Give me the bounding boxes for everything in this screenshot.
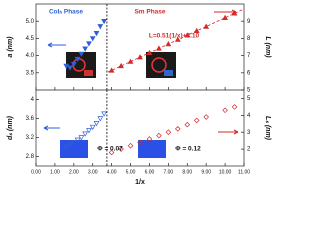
data-point [67, 142, 73, 148]
y-tick-label: 3.2 [26, 135, 35, 141]
y-tick-label: 2.8 [26, 154, 35, 160]
data-point [89, 36, 96, 42]
y2-tick-label: 5 [247, 88, 251, 94]
data-point [101, 111, 107, 117]
data-point [175, 126, 181, 132]
y-tick-label: 4.5 [26, 36, 35, 42]
data-point [74, 137, 81, 143]
y2-tick-label: 7 [247, 53, 251, 59]
annotation: Φ = 0.12 [175, 146, 201, 153]
y2-tick-label: 6 [247, 70, 251, 76]
x-tick-label: 1.00 [50, 169, 60, 175]
data-point [108, 67, 115, 73]
data-point [165, 129, 172, 136]
y-axis-label: dₛ (nm) [7, 115, 14, 140]
figure: 3.5 4.0 4.5 5.0 5 6 7 8 9 a (nm) L (nm) Colₕ Phase S… [7, 3, 271, 186]
y-tick-label: 4.0 [26, 53, 35, 59]
annotation: L=0.51(1/x)+4.10 [149, 33, 200, 40]
data-point [74, 56, 81, 63]
x-tick-label: 8.00 [182, 169, 192, 175]
x-tick-label: 10.00 [219, 169, 232, 175]
data-point [231, 104, 238, 110]
data-point [127, 142, 134, 149]
inset-image-right [146, 52, 176, 78]
annotation: Sm Phase [134, 9, 165, 16]
data-point [82, 131, 89, 137]
data-point [146, 136, 153, 142]
data-point [63, 144, 70, 151]
data-point [222, 107, 228, 114]
data-point [108, 149, 115, 156]
data-point [203, 114, 209, 120]
x-tick-label: 0.00 [31, 169, 41, 175]
y2-tick-label: 4 [247, 113, 251, 119]
y-tick-label: 5.0 [26, 19, 35, 25]
data-point [78, 135, 85, 141]
data-point [193, 117, 200, 124]
y2-tick-label: 5 [247, 96, 251, 102]
y2-axis-label: Lₛ (nm) [264, 116, 271, 141]
annotation: Φ = 0.07 [97, 146, 123, 153]
data-point [86, 41, 92, 47]
data-point [137, 139, 143, 146]
x-axis-label: 1/x [135, 179, 145, 186]
data-point [78, 51, 85, 57]
data-point [184, 121, 191, 128]
data-point [89, 124, 96, 131]
data-point [97, 24, 104, 30]
data-point [63, 63, 70, 69]
data-point [86, 128, 92, 134]
data-point [93, 31, 100, 37]
y2-tick-label: 3 [247, 130, 251, 136]
data-point [156, 132, 162, 139]
y-axis-label: a (nm) [7, 36, 14, 58]
x-tick-label: 5.00 [126, 169, 136, 175]
y2-tick-label: 2 [247, 147, 251, 153]
data-point [101, 19, 107, 25]
plot-frame [35, 3, 245, 167]
y-tick-label: 3.5 [26, 70, 35, 76]
data-point [93, 121, 100, 127]
y-tick-label: 3.6 [26, 116, 35, 122]
axis-arrow [218, 129, 239, 135]
data-point [222, 14, 228, 20]
data-point [203, 23, 210, 29]
x-tick-label: 2.00 [69, 169, 79, 175]
axis-arrow [214, 9, 237, 15]
data-point [70, 140, 77, 146]
x-tick-label: 7.00 [163, 169, 173, 175]
x-tick-label: 6.00 [145, 169, 155, 175]
y2-axis-label: L (nm) [264, 36, 271, 58]
y-tick-label: 4 [31, 97, 35, 103]
phi-swatch-right [138, 140, 166, 158]
annotation: Colₕ Phase [49, 9, 83, 16]
data-point [70, 62, 77, 68]
x-tick-label: 3.00 [88, 169, 98, 175]
data-point [118, 146, 124, 152]
data-point [67, 65, 73, 71]
data-point [97, 116, 104, 122]
x-tick-label: 4.00 [107, 169, 117, 175]
y2-tick-label: 8 [247, 36, 251, 42]
axis-arrow [43, 125, 60, 131]
data-point [82, 46, 89, 52]
y2-tick-label: 9 [247, 19, 251, 25]
axis-arrow [47, 42, 66, 48]
fit-line [107, 8, 245, 73]
phi-swatch-left [60, 140, 88, 158]
x-tick-label: 9.00 [201, 169, 211, 175]
x-tick-label: 11.00 [238, 169, 250, 175]
